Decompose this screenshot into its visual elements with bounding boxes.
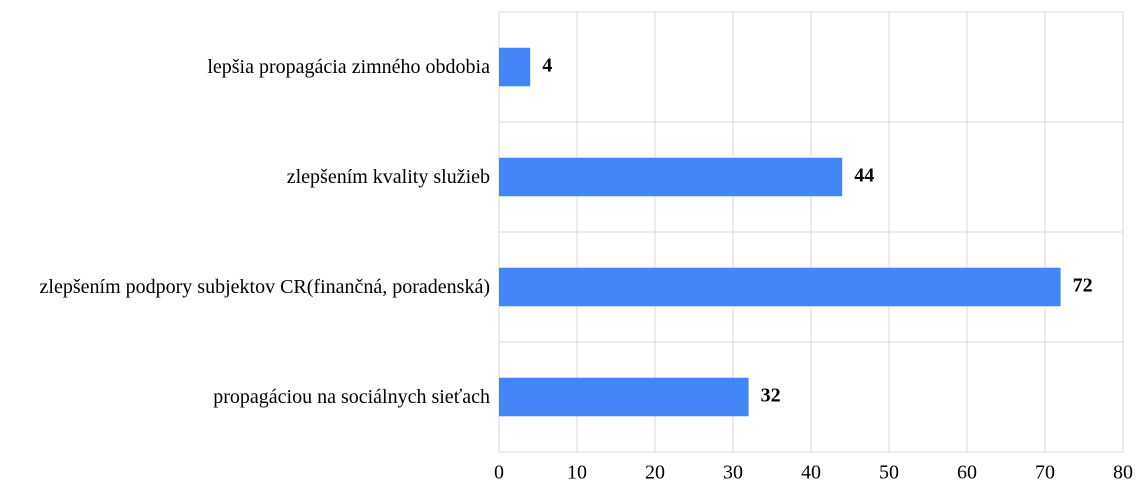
value-label: 44 (854, 165, 874, 187)
x-tick-label: 70 (1035, 462, 1055, 484)
x-tick-label: 50 (879, 462, 899, 484)
x-tick-label: 60 (957, 462, 977, 484)
x-tick-label: 40 (801, 462, 821, 484)
value-label: 72 (1073, 275, 1093, 297)
y-tick-label: propagáciou na sociálnych sieťach (213, 386, 490, 408)
bar (499, 267, 1061, 307)
x-tick-label: 20 (645, 462, 665, 484)
category-label-box: zlepšením kvality služieb (0, 165, 490, 189)
category-label-box: propagáciou na sociálnych sieťach (0, 385, 490, 409)
bar (499, 47, 531, 87)
y-tick-label: zlepšením kvality služieb (286, 166, 490, 188)
category-label-box: lepšia propagácia zimného obdobia (0, 55, 490, 79)
category-label-box: zlepšením podpory subjektov CR(finančná,… (0, 275, 490, 299)
x-tick-label: 10 (567, 462, 587, 484)
x-tick-label: 30 (723, 462, 743, 484)
bar (499, 377, 749, 417)
value-label: 4 (542, 55, 552, 77)
y-tick-label: zlepšením podpory subjektov CR(finančná,… (39, 276, 490, 298)
x-tick-label: 80 (1113, 462, 1133, 484)
value-label: 32 (761, 385, 781, 407)
x-tick-label: 0 (494, 462, 504, 484)
bar (499, 157, 843, 197)
y-tick-label: lepšia propagácia zimného obdobia (207, 56, 490, 78)
